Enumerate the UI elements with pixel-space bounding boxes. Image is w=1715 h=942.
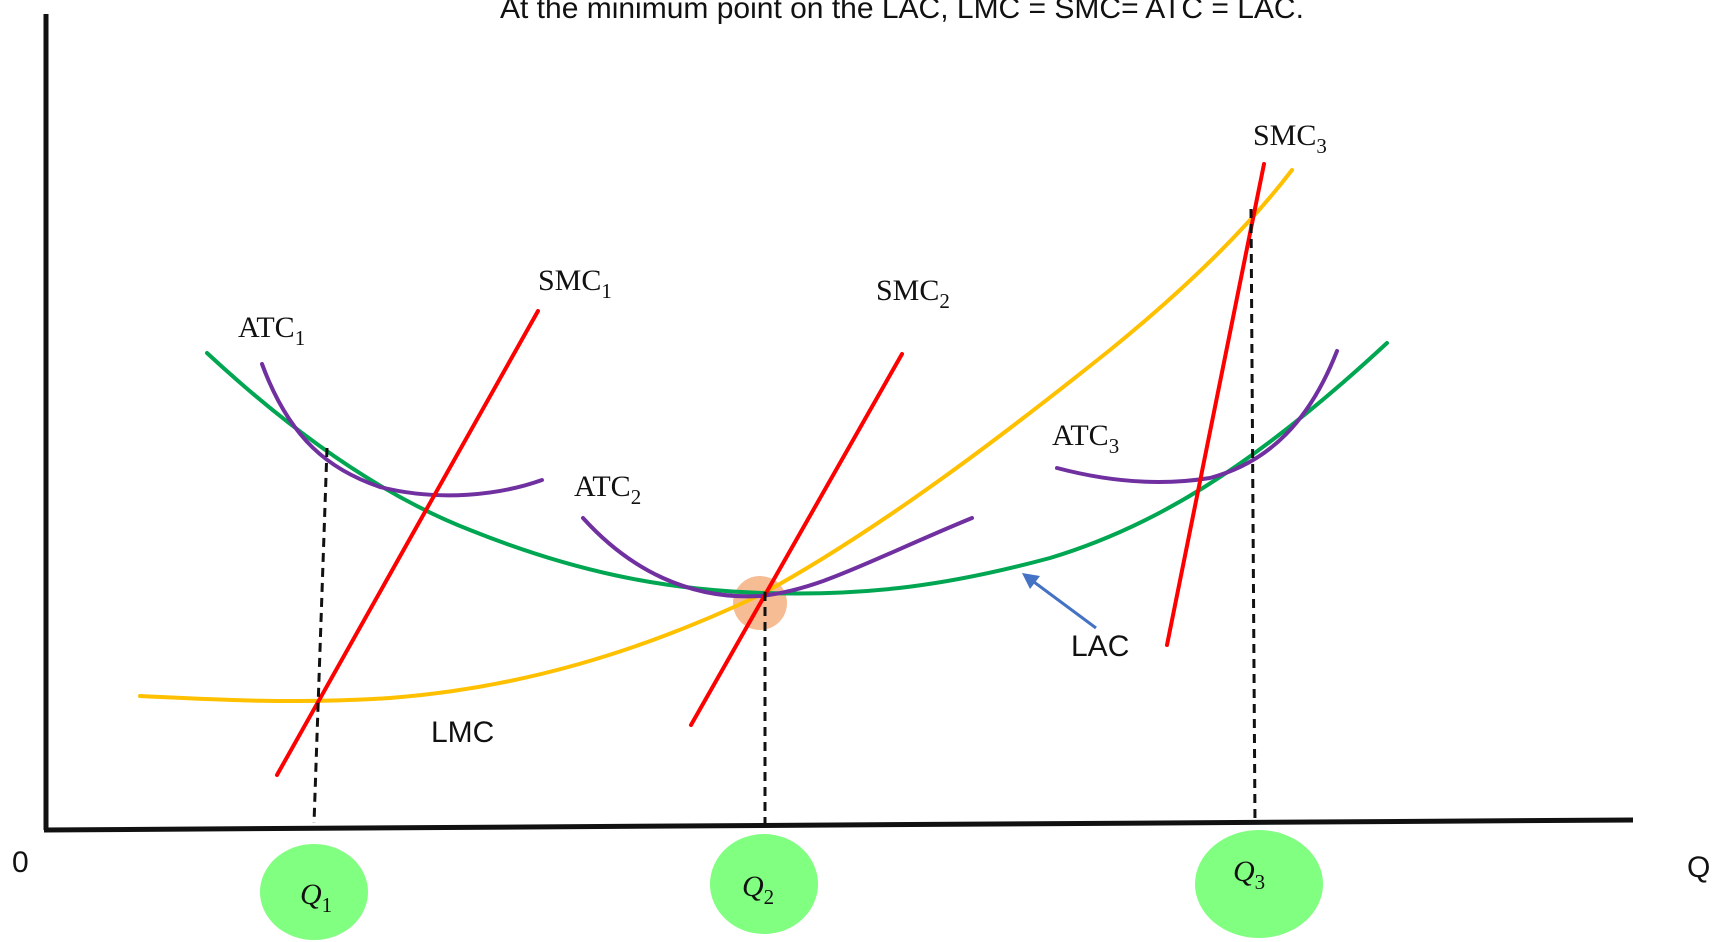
lac-arrow xyxy=(1033,580,1097,630)
lmc-curve xyxy=(138,168,1294,704)
q3-dashed-line xyxy=(1249,208,1257,824)
smc1-curve xyxy=(275,309,540,777)
lac-arrow-head xyxy=(1022,573,1040,589)
x-axis xyxy=(43,817,1634,833)
caption: At the minimum point on the LAC, LMC = S… xyxy=(500,0,1304,25)
lac-curve xyxy=(205,341,1389,596)
q2-marker xyxy=(710,834,818,934)
atc3-label: ATC3 xyxy=(1052,419,1119,458)
atc2-curve xyxy=(581,516,974,599)
lac-label: LAC xyxy=(1071,630,1129,663)
smc2-curve xyxy=(689,352,904,727)
smc3-label: SMC3 xyxy=(1253,119,1327,158)
atc1-label: ATC1 xyxy=(238,311,305,350)
q1-dashed-line xyxy=(312,447,329,824)
q3-marker xyxy=(1195,830,1323,938)
q1-marker xyxy=(260,844,368,940)
smc2-label: SMC2 xyxy=(876,274,950,313)
smc1-label: SMC1 xyxy=(538,264,612,303)
lmc-label: LMC xyxy=(431,716,494,749)
atc3-curve xyxy=(1055,349,1339,485)
smc3-curve xyxy=(1165,162,1266,647)
atc2-label: ATC2 xyxy=(574,470,641,509)
q1-label: Q1 xyxy=(300,878,332,917)
x-axis-label: Q xyxy=(1687,851,1710,884)
origin-label: 0 xyxy=(12,846,29,879)
atc1-curve xyxy=(260,362,544,498)
q2-label: Q2 xyxy=(742,870,774,909)
q3-label: Q3 xyxy=(1233,855,1265,894)
